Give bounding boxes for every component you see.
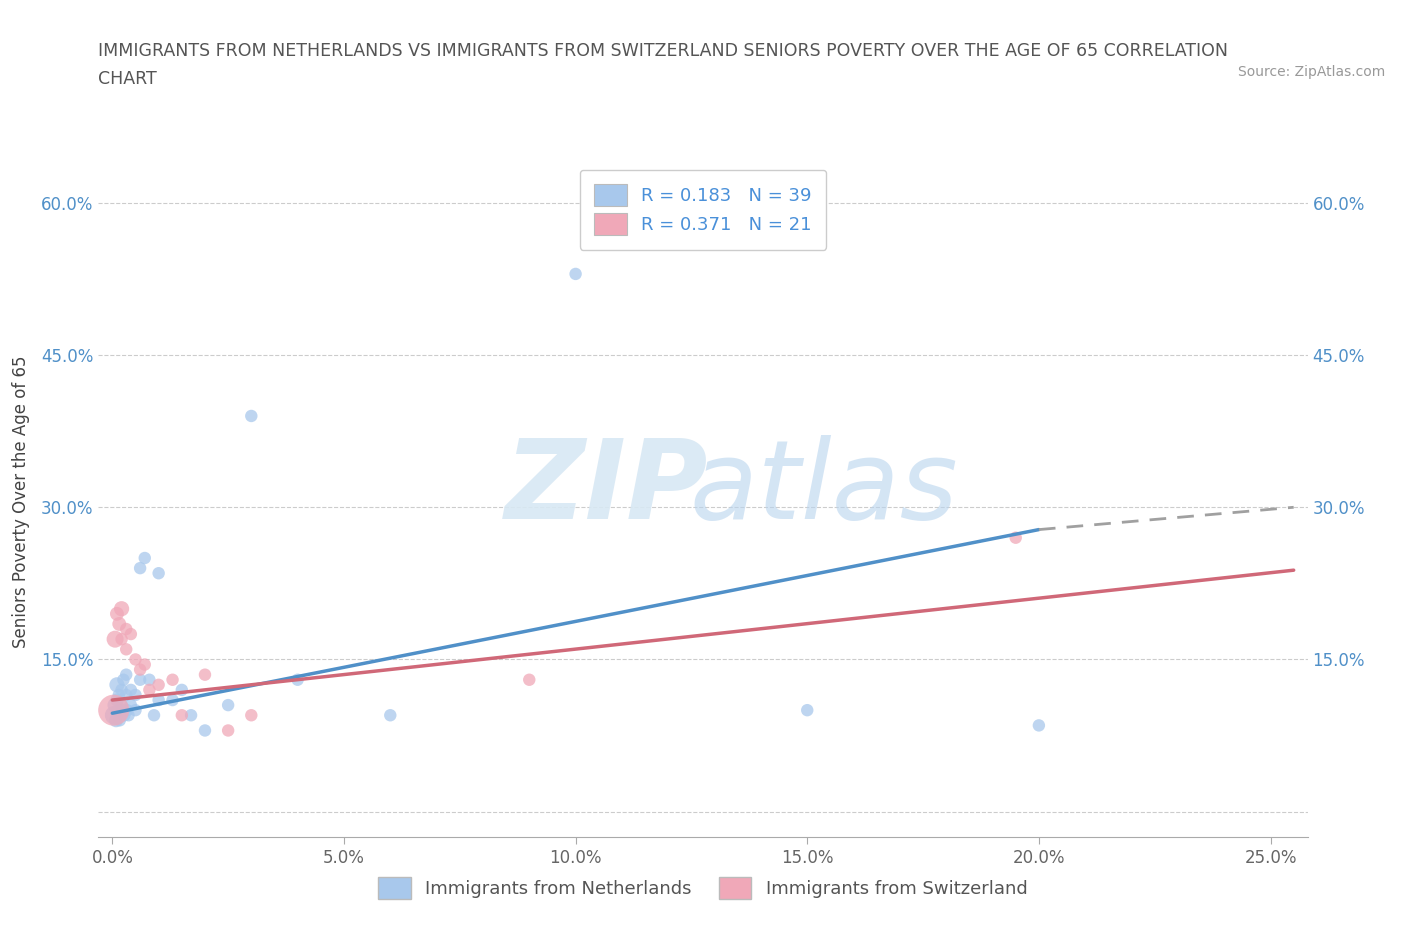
Point [108,617,131,631]
Point [162,672,184,687]
Point [124,652,146,667]
Point [240,408,263,423]
Point [380,708,402,723]
Point [112,708,135,723]
Point [107,687,129,702]
Point [194,667,217,682]
Point [170,708,193,723]
Point [120,627,142,642]
Point [796,703,818,718]
Point [108,713,131,728]
Legend: R = 0.183   N = 39, R = 0.371   N = 21: R = 0.183 N = 39, R = 0.371 N = 21 [579,170,827,250]
Point [110,683,132,698]
Point [105,713,128,728]
Point [112,672,135,687]
Point [111,703,134,718]
Point [138,672,160,687]
Point [115,703,138,718]
Point [129,561,152,576]
Point [138,683,160,698]
Point [134,658,156,672]
Point [115,642,138,657]
Point [240,708,263,723]
Point [107,703,129,718]
Point [115,687,138,702]
Point [180,708,202,723]
Point [134,551,156,565]
Y-axis label: Seniors Poverty Over the Age of 65: Seniors Poverty Over the Age of 65 [11,356,30,648]
Point [105,677,128,692]
Point [170,683,193,698]
Point [1028,718,1050,733]
Point [120,683,142,698]
Point [105,693,128,708]
Point [105,606,128,621]
Point [104,631,127,646]
Point [148,693,170,708]
Point [1004,530,1026,545]
Point [103,708,125,723]
Point [110,631,132,646]
Point [120,698,142,712]
Point [148,677,170,692]
Text: ZIP: ZIP [505,435,709,542]
Text: CHART: CHART [98,70,157,87]
Point [115,667,138,682]
Point [217,698,239,712]
Point [517,672,540,687]
Point [287,672,309,687]
Point [103,703,125,718]
Point [564,267,586,282]
Point [162,693,184,708]
Point [194,723,217,737]
Point [217,723,239,737]
Point [110,602,132,617]
Point [104,698,127,712]
Point [129,662,152,677]
Point [124,687,146,702]
Text: IMMIGRANTS FROM NETHERLANDS VS IMMIGRANTS FROM SWITZERLAND SENIORS POVERTY OVER : IMMIGRANTS FROM NETHERLANDS VS IMMIGRANT… [98,42,1229,60]
Point [115,621,138,636]
Point [124,703,146,718]
Point [117,708,139,723]
Point [110,698,132,712]
Point [129,672,152,687]
Text: Source: ZipAtlas.com: Source: ZipAtlas.com [1237,65,1385,79]
Point [148,565,170,580]
Point [143,708,166,723]
Text: atlas: atlas [689,435,959,542]
